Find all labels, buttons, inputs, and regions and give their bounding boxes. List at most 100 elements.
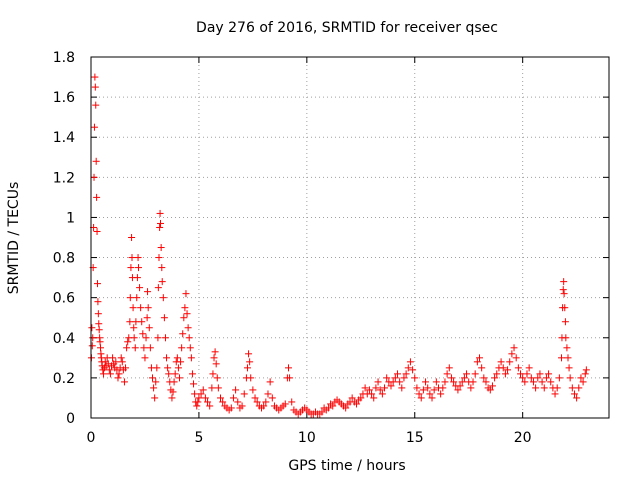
data-point [247, 374, 255, 382]
data-point [91, 83, 99, 91]
data-point [268, 394, 276, 402]
data-point [152, 378, 160, 386]
data-point [415, 390, 423, 398]
data-point [432, 378, 440, 386]
data-point [570, 390, 578, 398]
data-point [564, 354, 572, 362]
data-point [164, 364, 172, 372]
data-point [133, 274, 141, 282]
y-tick-label: 0.4 [53, 331, 75, 347]
data-point [536, 370, 544, 378]
data-point [467, 384, 475, 392]
data-point [177, 358, 185, 366]
data-point [281, 400, 289, 408]
data-point [100, 370, 108, 378]
data-point [88, 324, 96, 332]
data-point [182, 290, 190, 298]
data-point [260, 402, 268, 410]
data-point [126, 318, 134, 326]
data-point [194, 398, 202, 406]
data-point [387, 382, 395, 390]
data-point [144, 288, 152, 296]
data-point [286, 374, 294, 382]
data-point [491, 374, 499, 382]
data-point [393, 370, 401, 378]
data-point [134, 254, 142, 262]
data-point [521, 378, 529, 386]
data-point [284, 364, 292, 372]
data-point [413, 384, 421, 392]
data-point [370, 394, 378, 402]
data-point [493, 370, 501, 378]
data-point [473, 358, 481, 366]
data-point [409, 366, 417, 374]
data-point [428, 394, 436, 402]
data-point [288, 398, 296, 406]
data-point [170, 378, 178, 386]
data-point [581, 370, 589, 378]
data-point [253, 398, 261, 406]
data-point [525, 364, 533, 372]
data-point [555, 374, 563, 382]
data-point [538, 378, 546, 386]
data-point [456, 382, 464, 390]
data-point [471, 370, 479, 378]
data-point [497, 358, 505, 366]
data-point [158, 264, 166, 272]
data-point [318, 408, 326, 416]
data-point [411, 374, 419, 382]
data-point [171, 370, 179, 378]
data-point [348, 394, 356, 402]
data-point [264, 390, 272, 398]
data-point [174, 364, 182, 372]
data-point [506, 358, 514, 366]
data-point [93, 227, 101, 235]
data-point [447, 374, 455, 382]
x-tick-label: 0 [87, 430, 96, 446]
data-point [532, 384, 540, 392]
data-point [90, 123, 98, 131]
data-point [374, 378, 382, 386]
data-point [514, 364, 522, 372]
data-points [87, 73, 590, 418]
data-point [378, 390, 386, 398]
data-point [168, 394, 176, 402]
y-tick-label: 1.4 [53, 130, 75, 146]
data-point [482, 378, 490, 386]
data-point [89, 334, 97, 342]
data-point [441, 378, 449, 386]
data-point [324, 404, 332, 412]
data-point [204, 398, 212, 406]
data-point [558, 354, 566, 362]
data-point [117, 354, 125, 362]
data-point [361, 384, 369, 392]
data-point [173, 354, 181, 362]
data-point [206, 402, 214, 410]
data-point [527, 374, 535, 382]
data-point [460, 374, 468, 382]
data-point [115, 370, 123, 378]
data-point [123, 344, 131, 352]
data-point [209, 370, 217, 378]
data-point [105, 366, 113, 374]
data-point [92, 101, 100, 109]
data-point [422, 378, 430, 386]
data-point [155, 254, 163, 262]
data-point [372, 384, 380, 392]
data-point [127, 264, 135, 272]
data-point [188, 370, 196, 378]
data-point [559, 286, 567, 294]
data-point [553, 384, 561, 392]
data-point [547, 378, 555, 386]
y-axis-label: SRMTID / TECUs [6, 182, 22, 295]
data-point [400, 374, 408, 382]
data-point [342, 404, 350, 412]
data-point [529, 378, 537, 386]
data-point [199, 386, 207, 394]
data-point [227, 404, 235, 412]
data-point [424, 384, 432, 392]
data-point [112, 358, 120, 366]
data-point [562, 334, 570, 342]
data-point [208, 384, 216, 392]
